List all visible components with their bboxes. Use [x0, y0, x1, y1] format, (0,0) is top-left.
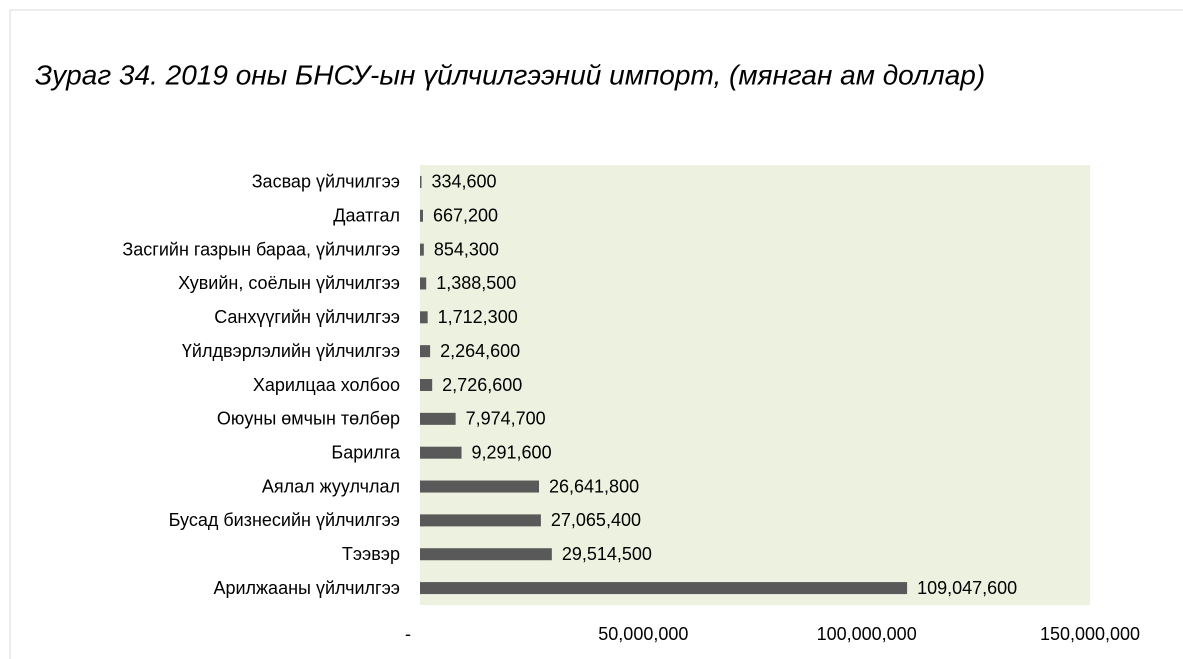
y-tick-label: Засвар үйлчилгээ — [252, 172, 400, 192]
bar — [420, 175, 422, 188]
x-tick-label: 100,000,000 — [817, 624, 917, 644]
bar — [420, 548, 552, 561]
data-label: 27,065,400 — [551, 510, 641, 530]
data-label: 1,388,500 — [436, 273, 516, 293]
data-label: 667,200 — [433, 206, 498, 226]
data-label: 854,300 — [434, 239, 499, 259]
y-tick-label: Оюуны өмчын төлбөр — [217, 409, 400, 429]
bar — [420, 412, 456, 425]
data-label: 1,712,300 — [438, 307, 518, 327]
plot-area — [420, 165, 1090, 605]
data-label: 334,600 — [431, 172, 496, 192]
bar — [420, 379, 433, 391]
chart-title: Зураг 34. 2019 оны БНСУ-ын үйлчилгээний … — [35, 59, 985, 90]
y-tick-label: Аялал жуулчлал — [262, 476, 400, 496]
data-label: 26,641,800 — [549, 476, 639, 496]
data-label: 109,047,600 — [917, 578, 1017, 598]
data-label: 9,291,600 — [472, 442, 552, 462]
x-tick-label: 150,000,000 — [1040, 624, 1140, 644]
y-tick-label: Бусад бизнесийн үйлчилгээ — [169, 510, 400, 530]
bar — [420, 345, 431, 358]
bar — [420, 480, 540, 493]
y-tick-label: Арилжааны үйлчилгээ — [213, 578, 400, 598]
bar — [420, 514, 541, 527]
y-tick-label: Хувийн, соёлын үйлчилгээ — [178, 273, 400, 293]
bar — [420, 243, 424, 256]
bar — [420, 311, 428, 324]
y-tick-label: Барилга — [331, 442, 401, 462]
y-tick-label: Засгийн газрын бараа, үйлчилгээ — [122, 239, 400, 259]
bar — [420, 277, 427, 290]
y-tick-label: Санхүүгийн үйлчилгээ — [214, 307, 400, 327]
bar — [420, 446, 462, 459]
x-tick-label: 50,000,000 — [598, 624, 688, 644]
y-tick-label: Даатгал — [333, 206, 400, 226]
data-label: 29,514,500 — [562, 544, 652, 564]
x-tick-label: - — [405, 624, 411, 644]
data-label: 7,974,700 — [466, 409, 546, 429]
data-label: 2,264,600 — [440, 341, 520, 361]
y-tick-label: Харилцаа холбоо — [253, 375, 400, 395]
y-tick-label: Үйлдвэрлэлийн үйлчилгээ — [182, 341, 400, 361]
bar — [420, 209, 423, 222]
bar — [420, 582, 908, 595]
data-label: 2,726,600 — [442, 375, 522, 395]
y-tick-label: Тээвэр — [342, 544, 400, 564]
